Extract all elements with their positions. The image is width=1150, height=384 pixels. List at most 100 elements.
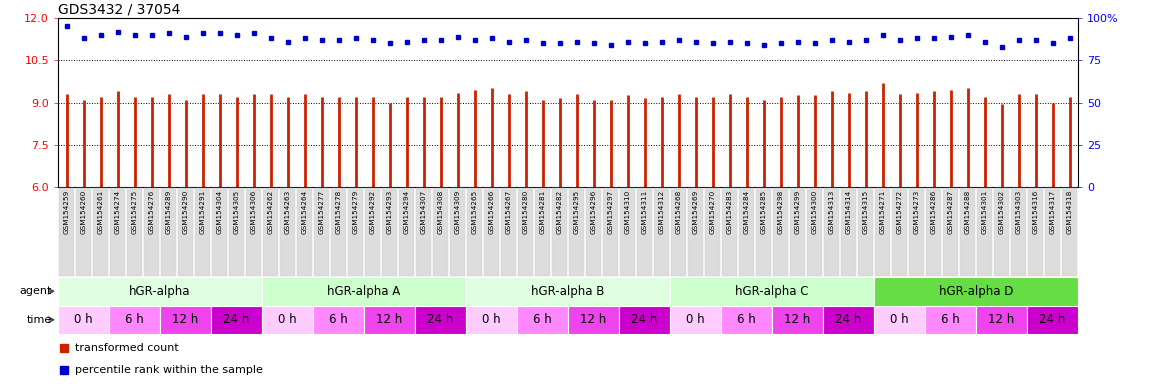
Text: agent: agent bbox=[20, 286, 52, 296]
Text: GSM154278: GSM154278 bbox=[336, 190, 342, 234]
Bar bbox=[178, 188, 193, 276]
Text: GSM154289: GSM154289 bbox=[166, 190, 171, 234]
Text: GSM154276: GSM154276 bbox=[148, 190, 154, 234]
Text: GSM154269: GSM154269 bbox=[692, 190, 698, 234]
Text: GSM154315: GSM154315 bbox=[862, 190, 868, 234]
Bar bbox=[76, 188, 91, 276]
Text: GSM154287: GSM154287 bbox=[948, 190, 953, 234]
Text: GSM154305: GSM154305 bbox=[233, 190, 239, 234]
Text: GSM154314: GSM154314 bbox=[845, 190, 851, 234]
Bar bbox=[109, 306, 160, 334]
Bar bbox=[59, 188, 75, 276]
Bar bbox=[790, 188, 805, 276]
Bar bbox=[653, 188, 669, 276]
Text: GSM154266: GSM154266 bbox=[489, 190, 494, 234]
Text: 0 h: 0 h bbox=[687, 313, 705, 326]
Text: GSM154310: GSM154310 bbox=[624, 190, 630, 234]
Text: GSM154259: GSM154259 bbox=[63, 190, 69, 234]
Text: GSM154309: GSM154309 bbox=[454, 190, 460, 234]
Bar bbox=[126, 188, 143, 276]
Bar bbox=[347, 188, 363, 276]
Text: GSM154307: GSM154307 bbox=[421, 190, 427, 234]
Text: 24 h: 24 h bbox=[835, 313, 861, 326]
Bar bbox=[874, 306, 925, 334]
Text: GSM154267: GSM154267 bbox=[506, 190, 512, 234]
Bar bbox=[262, 188, 278, 276]
Text: GSM154312: GSM154312 bbox=[659, 190, 665, 234]
Text: GSM154306: GSM154306 bbox=[251, 190, 256, 234]
Bar bbox=[161, 188, 176, 276]
Bar bbox=[279, 188, 296, 276]
Bar bbox=[569, 188, 584, 276]
Bar bbox=[619, 306, 670, 334]
Bar bbox=[994, 188, 1010, 276]
Bar bbox=[670, 188, 687, 276]
Bar bbox=[738, 188, 754, 276]
Bar bbox=[976, 188, 992, 276]
Text: GSM154273: GSM154273 bbox=[913, 190, 920, 234]
Bar bbox=[415, 306, 466, 334]
Text: 0 h: 0 h bbox=[75, 313, 93, 326]
Bar bbox=[518, 306, 568, 334]
Text: GSM154301: GSM154301 bbox=[981, 190, 988, 234]
Text: GSM154299: GSM154299 bbox=[795, 190, 800, 234]
Text: GSM154293: GSM154293 bbox=[386, 190, 392, 234]
Bar bbox=[875, 188, 890, 276]
Text: GSM154282: GSM154282 bbox=[557, 190, 562, 234]
Bar bbox=[705, 188, 720, 276]
Text: GSM154279: GSM154279 bbox=[353, 190, 359, 234]
Text: GSM154280: GSM154280 bbox=[522, 190, 529, 234]
Text: hGR-alpha D: hGR-alpha D bbox=[938, 285, 1013, 298]
Text: 24 h: 24 h bbox=[223, 313, 250, 326]
Bar bbox=[58, 277, 262, 306]
Text: GSM154260: GSM154260 bbox=[81, 190, 86, 234]
Bar bbox=[960, 188, 975, 276]
Text: GSM154277: GSM154277 bbox=[319, 190, 324, 234]
Text: GSM154274: GSM154274 bbox=[115, 190, 121, 234]
Bar bbox=[109, 188, 125, 276]
Text: GSM154302: GSM154302 bbox=[998, 190, 1004, 234]
Bar bbox=[603, 188, 619, 276]
Bar bbox=[772, 306, 823, 334]
Text: GSM154288: GSM154288 bbox=[965, 190, 971, 234]
Text: 12 h: 12 h bbox=[172, 313, 199, 326]
Text: hGR-alpha C: hGR-alpha C bbox=[735, 285, 808, 298]
Bar bbox=[670, 277, 874, 306]
Bar bbox=[823, 306, 874, 334]
Bar bbox=[670, 306, 721, 334]
Bar bbox=[976, 306, 1027, 334]
Text: GSM154261: GSM154261 bbox=[98, 190, 103, 234]
Bar bbox=[262, 306, 313, 334]
Bar bbox=[212, 188, 228, 276]
Text: GSM154296: GSM154296 bbox=[590, 190, 597, 234]
Text: GSM154272: GSM154272 bbox=[897, 190, 903, 234]
Bar bbox=[262, 277, 466, 306]
Bar bbox=[229, 188, 244, 276]
Text: 6 h: 6 h bbox=[941, 313, 960, 326]
Bar bbox=[1061, 188, 1078, 276]
Text: GSM154271: GSM154271 bbox=[880, 190, 886, 234]
Text: 12 h: 12 h bbox=[581, 313, 607, 326]
Bar bbox=[1044, 188, 1060, 276]
Text: 6 h: 6 h bbox=[125, 313, 144, 326]
Text: transformed count: transformed count bbox=[76, 343, 179, 353]
Text: GSM154317: GSM154317 bbox=[1050, 190, 1056, 234]
Text: hGR-alpha B: hGR-alpha B bbox=[531, 285, 605, 298]
Bar bbox=[210, 306, 262, 334]
Text: GSM154308: GSM154308 bbox=[437, 190, 444, 234]
Text: GSM154303: GSM154303 bbox=[1015, 190, 1021, 234]
Text: 12 h: 12 h bbox=[784, 313, 811, 326]
Bar bbox=[926, 188, 942, 276]
Bar bbox=[194, 188, 210, 276]
Bar bbox=[382, 188, 397, 276]
Text: GSM154292: GSM154292 bbox=[369, 190, 376, 234]
Text: GSM154298: GSM154298 bbox=[777, 190, 783, 234]
Text: GSM154294: GSM154294 bbox=[404, 190, 409, 234]
Bar bbox=[58, 306, 109, 334]
Text: GSM154275: GSM154275 bbox=[131, 190, 138, 234]
Bar bbox=[688, 188, 704, 276]
Bar bbox=[925, 306, 976, 334]
Bar bbox=[874, 277, 1078, 306]
Bar bbox=[535, 188, 551, 276]
Text: GSM154311: GSM154311 bbox=[642, 190, 647, 234]
